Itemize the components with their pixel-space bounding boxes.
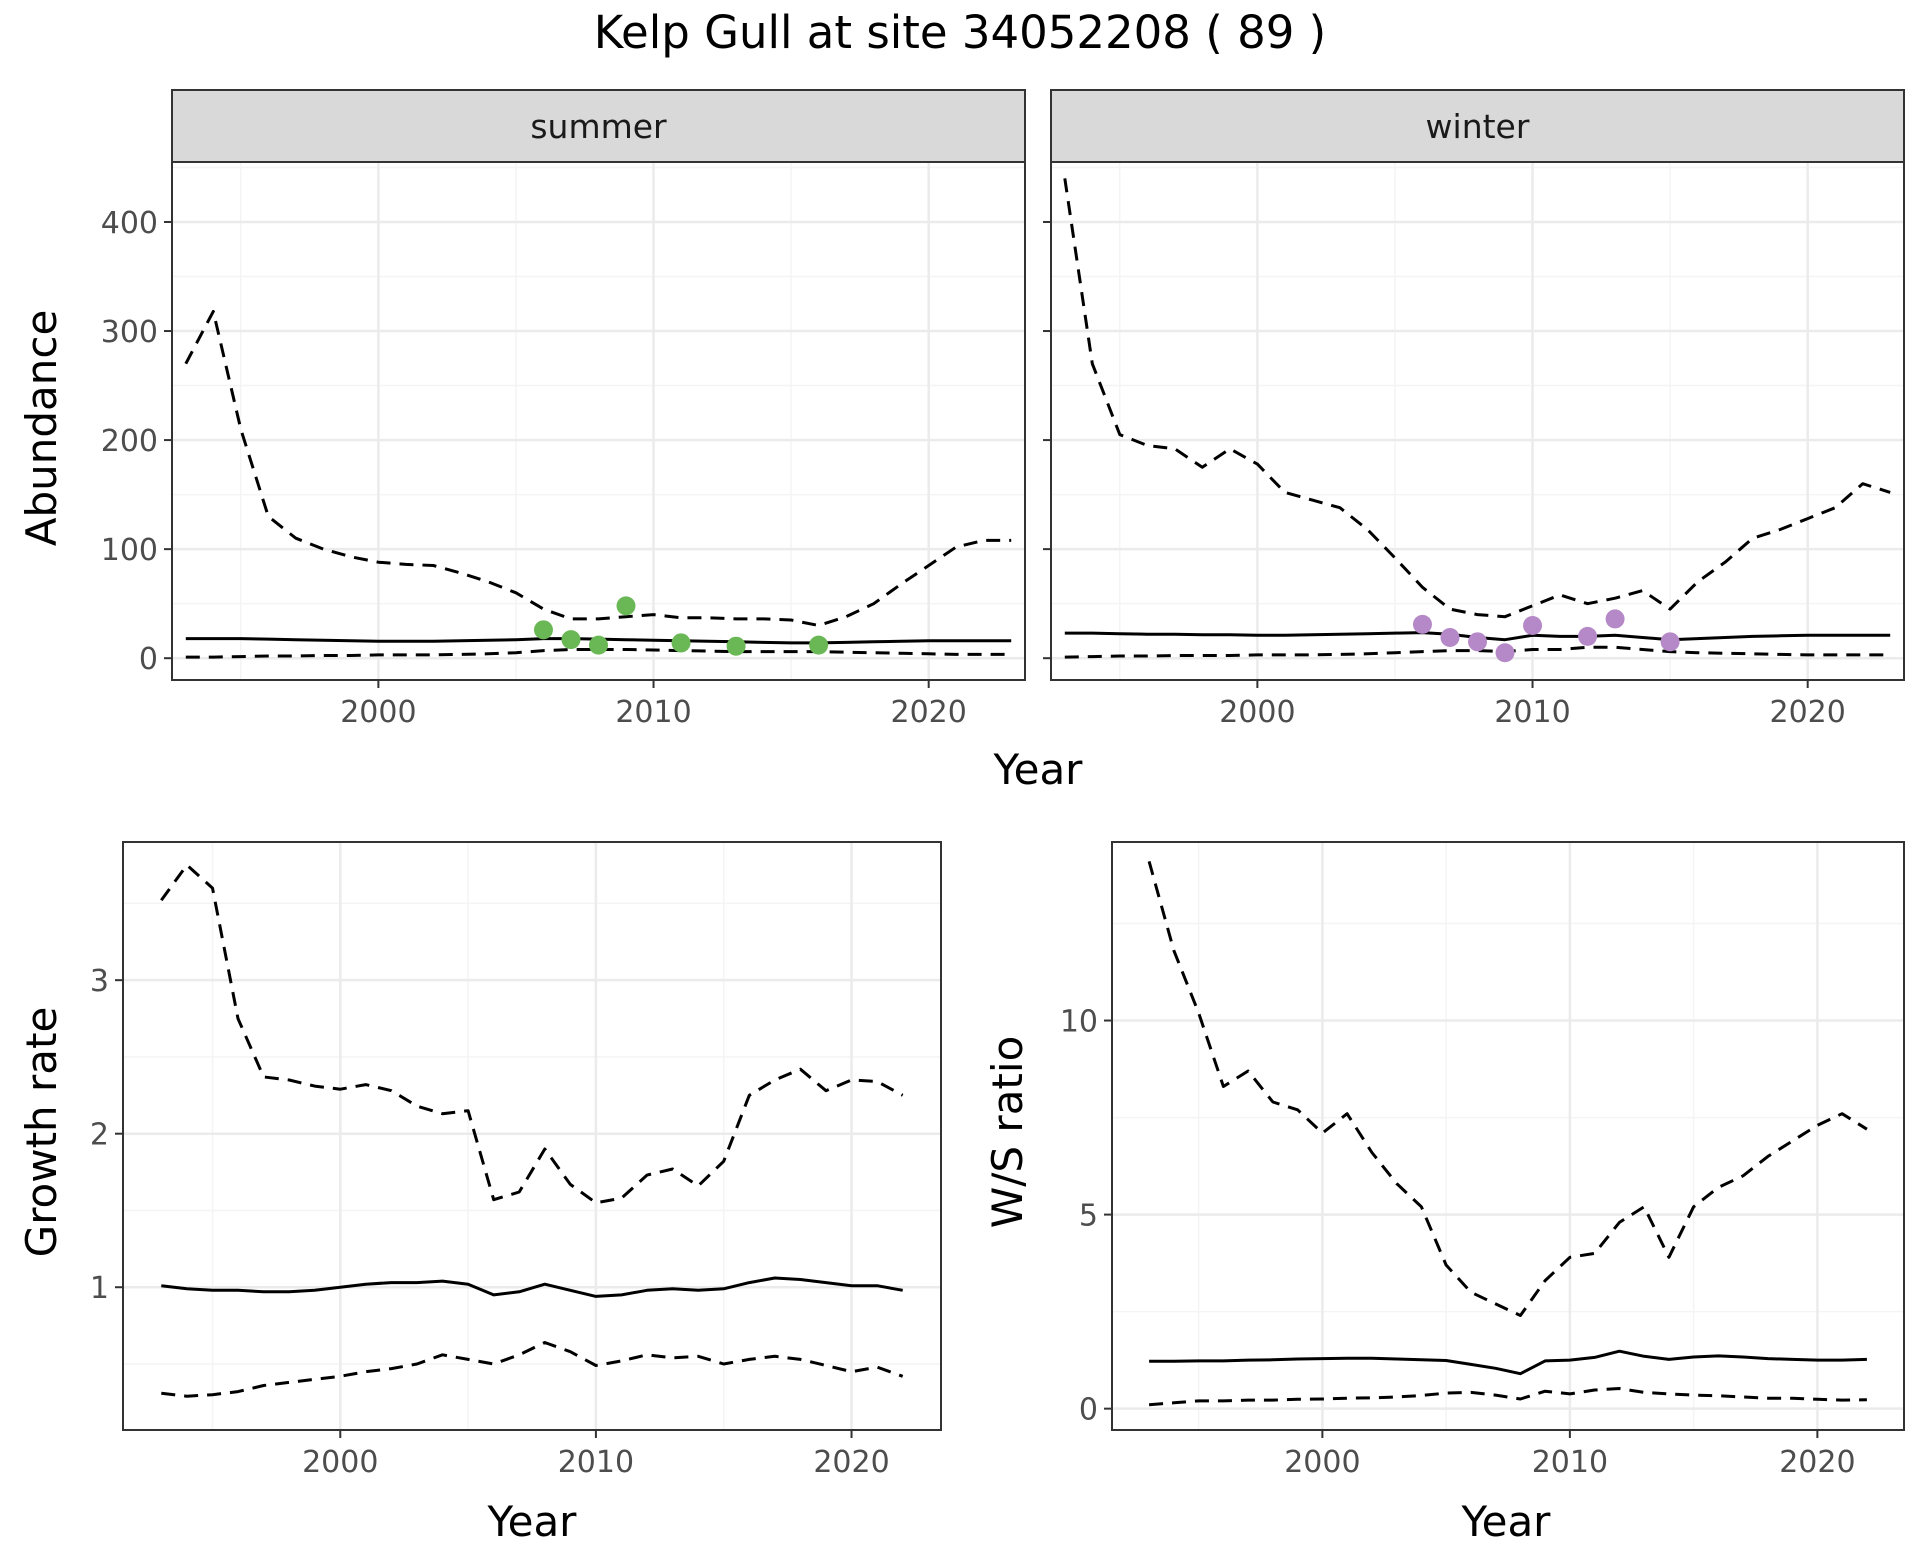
data-point — [1660, 632, 1680, 652]
ws-x-axis-title: Year — [1461, 1497, 1552, 1546]
series-line-upper — [184, 309, 1012, 627]
abundance-winter-panel: 2000 2010 2020 — [1043, 161, 1905, 730]
data-point — [1605, 609, 1625, 629]
abundance-summer-panel: 2000 2010 2020 0 100 200 300 400 — [101, 161, 1026, 730]
data-point — [1440, 627, 1460, 647]
y-tick-label: 0 — [1079, 1393, 1098, 1428]
data-point — [1578, 626, 1598, 646]
data-point — [671, 633, 691, 653]
series-line-fit — [1149, 1349, 1867, 1376]
x-tick-label: 2000 — [1219, 695, 1295, 730]
panel-background — [123, 842, 941, 1430]
data-point — [533, 620, 553, 640]
panel-border — [122, 841, 942, 1431]
panel-background — [1112, 842, 1904, 1430]
x-tick-label: 2010 — [1532, 1445, 1608, 1480]
series-line-upper — [1147, 860, 1868, 1317]
series-line-fit — [161, 1276, 903, 1298]
data-point — [589, 635, 608, 655]
x-tick-label: 2010 — [558, 1445, 634, 1480]
strip-summer-label: summer — [530, 107, 667, 146]
x-tick-label: 2020 — [1779, 1445, 1855, 1480]
data-point — [616, 596, 636, 616]
y-tick-label: 300 — [101, 315, 158, 350]
x-tick-label: 2010 — [1494, 695, 1570, 730]
y-tick-label: 1 — [90, 1271, 109, 1306]
x-tick-label: 2000 — [340, 695, 416, 730]
panel-border — [1111, 841, 1905, 1431]
growth-x-axis-title: Year — [487, 1497, 578, 1546]
x-tick-label: 2020 — [1770, 695, 1846, 730]
series-line-lower — [161, 1341, 904, 1398]
series-line-upper — [1063, 178, 1891, 619]
figure-title: Kelp Gull at site 34052208 ( 89 ) — [594, 6, 1326, 59]
panel-border — [1050, 161, 1905, 681]
y-tick-label: 0 — [139, 642, 158, 677]
y-tick-label: 3 — [90, 964, 109, 999]
data-point — [1523, 615, 1543, 635]
top-x-axis-title: Year — [993, 745, 1084, 794]
y-tick-label: 100 — [101, 533, 158, 568]
x-tick-label: 2000 — [302, 1445, 378, 1480]
data-point — [561, 630, 581, 650]
strip-winter-label: winter — [1426, 107, 1530, 146]
data-point — [1412, 614, 1432, 634]
abundance-y-axis-title: Abundance — [17, 310, 66, 547]
panel-background — [1051, 162, 1904, 680]
y-tick-label: 200 — [101, 424, 158, 459]
growth-rate-panel: 2000 2010 2020 1 2 3 — [90, 841, 942, 1480]
data-point — [809, 635, 829, 655]
strip-summer: summer — [171, 89, 1026, 163]
panel-background — [172, 162, 1025, 680]
strip-winter: winter — [1050, 89, 1905, 163]
panel-border — [171, 161, 1026, 681]
data-point — [726, 636, 746, 656]
x-tick-label: 2000 — [1284, 1445, 1360, 1480]
x-tick-label: 2020 — [891, 695, 967, 730]
y-tick-label: 2 — [90, 1118, 109, 1153]
data-point — [1468, 632, 1487, 652]
y-tick-label: 10 — [1060, 1005, 1098, 1040]
ws-ratio-panel: 2000 2010 2020 0 5 10 — [1060, 841, 1905, 1480]
series-line-lower — [1148, 1387, 1867, 1407]
x-tick-label: 2020 — [813, 1445, 889, 1480]
y-tick-label: 5 — [1079, 1199, 1098, 1234]
x-tick-label: 2010 — [615, 695, 691, 730]
y-tick-label: 400 — [101, 206, 158, 241]
series-line-upper — [160, 863, 904, 1205]
ws-y-axis-title: W/S ratio — [983, 1036, 1032, 1229]
data-point — [1495, 643, 1515, 663]
growth-y-axis-title: Growth rate — [17, 1007, 66, 1258]
